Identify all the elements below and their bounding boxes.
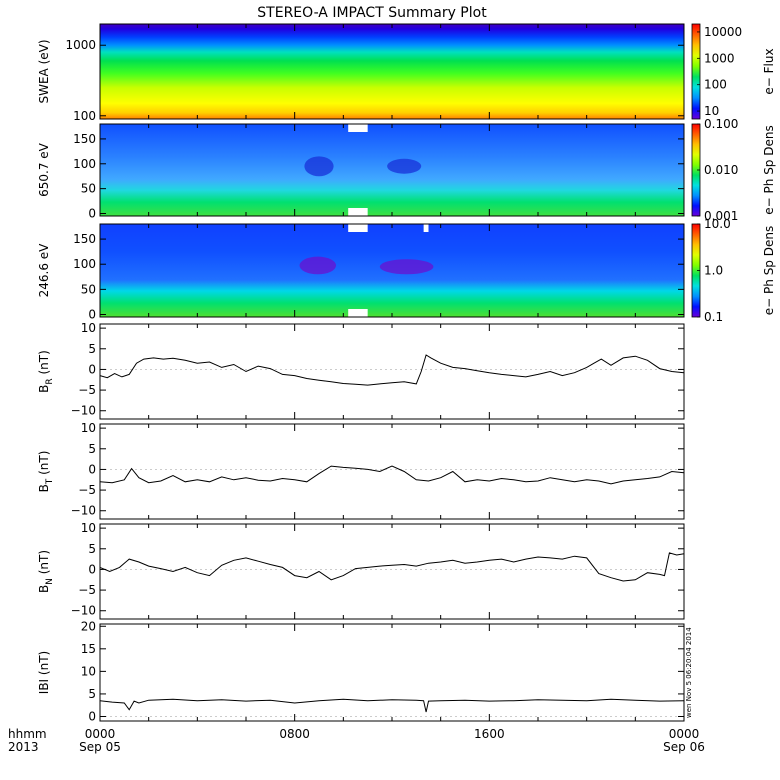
colorbar-tick-label-pad246-1: 1.0	[704, 264, 723, 278]
ytick-label-br-2: 0	[88, 362, 96, 376]
ylabel-unit-bn: (nT)	[37, 550, 51, 578]
footer-hhmm-label: hhmm	[8, 727, 47, 741]
ylabel-swea: SWEA (eV)	[37, 39, 51, 103]
ylabel-subscript-bn: N	[45, 578, 55, 585]
colorbar-label-pad246: e− Ph Sp Dens	[762, 226, 776, 315]
ytick-label-pad650-1: 50	[81, 182, 96, 196]
colorbar-tick-label-pad650-2: 0.001	[704, 209, 738, 223]
ylabel-br: BR (nT)	[37, 350, 55, 393]
colorbar-tick-label-pad246-2: 0.1	[704, 310, 723, 324]
colorbar-swea	[691, 23, 701, 120]
data-gap-bottom-pad246-0	[348, 309, 368, 317]
ytick-label-bn-1: −5	[78, 583, 96, 597]
ytick-label-swea-0: 100	[73, 109, 96, 123]
frame-br	[99, 323, 685, 420]
ytick-label-bt-3: 5	[88, 442, 96, 456]
ytick-label-pad650-2: 100	[73, 157, 96, 171]
ytick-label-pad246-1: 50	[81, 282, 96, 296]
heatmap-feature-pad246-0	[299, 256, 337, 275]
colorbar-tick-label-pad246-0: 10.0	[704, 217, 731, 231]
ytick-label-bt-0: −10	[71, 504, 96, 518]
ytick-label-bmag-2: 10	[81, 664, 96, 678]
ylabel-bn: BN (nT)	[37, 550, 55, 593]
ytick-label-bn-0: −10	[71, 604, 96, 618]
series-line-bn	[99, 552, 685, 582]
ylabel-unit-br: (nT)	[37, 350, 51, 378]
ylabel-pad246: 246.6 eV	[37, 243, 51, 298]
ytick-label-pad650-3: 150	[73, 132, 96, 146]
xtick-label-date-0: Sep 05	[79, 740, 121, 754]
colorbar-tick-label-pad650-1: 0.010	[704, 163, 738, 177]
colorbar-tick-label-swea-3: 10	[704, 104, 719, 118]
frame-bn	[99, 523, 685, 620]
xtick-label-time-2: 1600	[474, 727, 505, 741]
heatmap-feature-pad650-1	[387, 158, 422, 174]
ylabel-subscript-br: R	[45, 378, 55, 384]
ytick-label-bt-1: −5	[78, 483, 96, 497]
ylabel-bt: BT (nT)	[37, 451, 55, 493]
colorbar-tick-label-pad650-0: 0.100	[704, 117, 738, 131]
xtick-label-time-3: 0000	[669, 727, 700, 741]
colorbar-tick-label-swea-0: 10000	[704, 25, 742, 39]
ytick-label-bmag-4: 20	[81, 619, 96, 633]
xtick-label-time-0: 0000	[85, 727, 116, 741]
ylabel-subscript-bt: T	[45, 478, 55, 485]
ytick-label-bmag-1: 5	[88, 687, 96, 701]
frame-bmag	[99, 623, 685, 722]
footer-year-label: 2013	[8, 740, 39, 754]
ytick-label-bmag-0: 0	[88, 709, 96, 723]
ylabel-pad650: 650.7 eV	[37, 142, 51, 197]
ytick-label-br-3: 5	[88, 342, 96, 356]
colorbar-tick-label-swea-2: 100	[704, 78, 727, 92]
data-gap-top-pad246-1	[423, 224, 429, 232]
ytick-label-bn-2: 0	[88, 562, 96, 576]
ytick-label-bmag-3: 15	[81, 642, 96, 656]
data-gap-top-pad246-0	[348, 224, 368, 232]
ytick-label-pad246-2: 100	[73, 257, 96, 271]
ytick-label-bn-4: 10	[81, 521, 96, 535]
ylabel-bmag: IBI (nT)	[37, 651, 51, 694]
heatmap-swea	[100, 24, 684, 119]
ytick-label-pad650-0: 0	[88, 207, 96, 221]
ytick-label-bt-2: 0	[88, 462, 96, 476]
generation-timestamp: wen Nov 5 06:20:04 2014	[685, 627, 693, 718]
ytick-label-bn-3: 5	[88, 542, 96, 556]
colorbar-label-swea: e− Flux	[762, 48, 776, 94]
heatmap-feature-pad650-0	[304, 156, 334, 177]
series-line-bmag	[99, 698, 685, 713]
series-line-br	[99, 354, 685, 386]
colorbar-tick-label-swea-1: 1000	[704, 51, 735, 65]
xtick-label-time-1: 0800	[279, 727, 310, 741]
heatmap-feature-pad246-1	[379, 259, 434, 275]
ytick-label-br-0: −10	[71, 404, 96, 418]
ytick-label-bt-4: 10	[81, 421, 96, 435]
xtick-label-date-3: Sep 06	[663, 740, 705, 754]
plot-title: STEREO-A IMPACT Summary Plot	[257, 5, 487, 21]
frame-bt	[99, 423, 685, 520]
ylabel-unit-bt: (nT)	[37, 451, 51, 479]
ytick-label-br-1: −5	[78, 383, 96, 397]
ytick-label-br-4: 10	[81, 321, 96, 335]
data-gap-bottom-pad650-0	[348, 208, 368, 216]
ytick-label-swea-1: 1000	[65, 38, 96, 52]
ytick-label-pad246-3: 150	[73, 232, 96, 246]
series-line-bt	[99, 465, 685, 485]
ytick-label-pad246-0: 0	[88, 307, 96, 321]
data-gap-top-pad650-0	[348, 124, 368, 132]
colorbar-label-pad650: e− Ph Sp Dens	[762, 125, 776, 214]
